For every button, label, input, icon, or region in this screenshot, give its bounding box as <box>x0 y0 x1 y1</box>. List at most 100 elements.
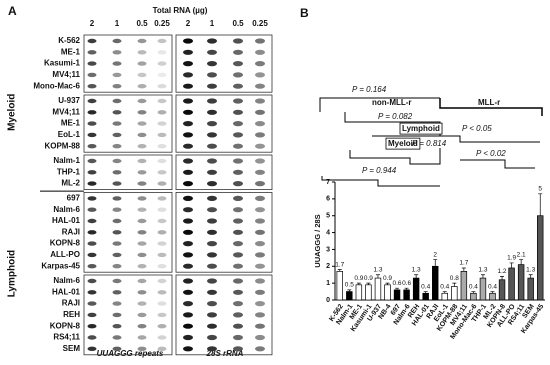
blot-spot <box>137 252 147 258</box>
bracket <box>349 148 441 165</box>
blot-spot <box>207 72 217 78</box>
blot-spot <box>137 230 147 235</box>
y-tick-label: 1 <box>326 280 330 287</box>
blot-spot <box>137 312 147 318</box>
blot-spot <box>183 334 193 341</box>
blot-spot <box>207 38 217 44</box>
blot-spot <box>137 196 147 201</box>
blot-spot <box>112 346 122 351</box>
column-label: 0.5 <box>232 19 244 28</box>
blot-spot <box>87 72 97 78</box>
bar <box>384 284 391 301</box>
bar <box>346 291 353 301</box>
row-label: ME-1 <box>61 119 81 128</box>
blot-spot <box>183 301 193 307</box>
blot-spot <box>183 121 193 127</box>
blot-spot <box>233 98 243 104</box>
blot-spot <box>112 38 122 44</box>
blot-spot <box>183 289 193 295</box>
blot-frame <box>83 94 173 153</box>
blot-spot <box>233 158 243 164</box>
blot-spot <box>183 252 193 258</box>
blot-spot <box>183 98 193 104</box>
blot-spot <box>233 83 243 89</box>
blot-spot <box>255 158 265 164</box>
blot-spot <box>112 170 122 175</box>
blot-spot <box>233 72 243 78</box>
blot-spot <box>87 132 97 138</box>
blot-spot <box>137 170 147 175</box>
row-label: MV4;11 <box>52 107 80 116</box>
value-label: 5 <box>538 186 542 193</box>
row-label: RAJI <box>62 299 80 308</box>
blot-spot <box>207 61 217 67</box>
blot-spot <box>137 121 147 126</box>
blot-spot <box>112 72 122 78</box>
blot-spot <box>87 335 97 340</box>
bar <box>336 270 343 301</box>
group-label: Myeloid <box>388 139 418 148</box>
blot-spot <box>233 109 243 115</box>
blot-spot <box>157 144 167 149</box>
blot-spot <box>112 196 122 201</box>
bar <box>422 292 429 301</box>
blot-spot <box>207 98 217 104</box>
annotation: non-MLL-r <box>372 98 412 107</box>
blot-spot <box>157 346 167 351</box>
annotation: P = 0.814 <box>412 139 447 148</box>
blot-spot <box>112 132 122 138</box>
blot-spot <box>255 241 265 247</box>
value-label: 0.4 <box>440 283 449 290</box>
blot-spot <box>137 324 147 329</box>
blot-footer: 28S rRNA <box>206 349 244 358</box>
error-bar <box>509 262 514 268</box>
blot-spot <box>233 278 243 284</box>
blot-spot <box>233 132 243 138</box>
annotation: P = 0.082 <box>378 112 413 121</box>
blot-spot <box>112 335 122 340</box>
bracket <box>460 159 535 169</box>
blot-spot <box>233 195 243 201</box>
blot-spot <box>255 334 265 341</box>
y-tick-label: 2 <box>326 263 330 270</box>
blot-spot <box>137 335 147 340</box>
blot-spot <box>233 61 243 67</box>
blot-spot <box>87 84 97 89</box>
row-label: Kasumi-1 <box>44 59 81 68</box>
value-label: 1.3 <box>373 266 382 273</box>
blot-spot <box>137 144 147 149</box>
blot-spot <box>137 158 147 164</box>
blot-spot <box>207 132 217 138</box>
blot-spot <box>112 301 122 306</box>
blot-spot <box>255 218 265 224</box>
blot-spot <box>87 181 97 186</box>
blot-spot <box>255 301 265 307</box>
blot-spot <box>255 169 265 175</box>
row-label: Karpas-45 <box>41 261 80 270</box>
bar <box>498 279 506 301</box>
row-label: K-562 <box>58 36 80 45</box>
blot-spot <box>207 301 217 307</box>
blot-spot <box>87 170 97 175</box>
y-tick-label: 4 <box>326 229 330 236</box>
bar <box>451 286 458 301</box>
side-label: Myeloid <box>7 94 18 131</box>
blot-spot <box>157 196 167 201</box>
column-label: 1 <box>210 19 215 28</box>
blot-spot <box>87 241 97 246</box>
column-label: 0.25 <box>252 19 268 28</box>
blot-spot <box>183 195 193 201</box>
blot-spot <box>255 289 265 295</box>
bar <box>403 289 410 301</box>
y-tick-label: 0 <box>326 297 330 304</box>
blot-spot <box>157 312 167 318</box>
blot-spot <box>255 143 265 149</box>
blot-spot <box>112 50 122 55</box>
bracket <box>439 98 543 116</box>
blot-spot <box>157 121 167 126</box>
blot-spot <box>112 312 122 318</box>
panel-label: A <box>8 4 17 18</box>
blot-frame <box>83 154 173 190</box>
blot-spot <box>112 324 122 329</box>
blot-spot <box>137 207 147 212</box>
